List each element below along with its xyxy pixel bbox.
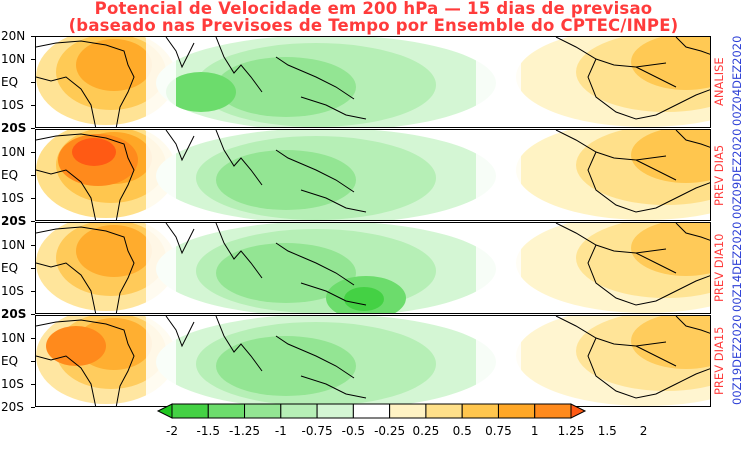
panel-label: PREV DIA15 [712, 326, 726, 396]
lat-label: 10N [1, 331, 26, 345]
panel-date: 00Z14DEZ2020 [730, 221, 744, 312]
colorbar-swatch [316, 403, 354, 419]
colorbar-swatch [389, 403, 427, 419]
colorbar-swatch [461, 403, 499, 419]
lat-tick [31, 338, 35, 339]
colorbar-swatch [534, 403, 572, 419]
map-panel-4 [35, 315, 711, 407]
lat-label: 10S [1, 377, 24, 391]
map-field [36, 130, 710, 220]
map-field [36, 37, 710, 127]
lat-label: EQ [1, 168, 19, 182]
lat-label: 10N [1, 52, 26, 66]
colorbar-tick-label: 0.75 [485, 424, 512, 438]
colorbar-swatch [497, 403, 536, 419]
lat-label: 10S [1, 98, 24, 112]
lat-tick [31, 82, 35, 83]
lat-tick [31, 105, 35, 106]
lat-tick [31, 361, 35, 362]
colorbar-swatch [352, 403, 391, 419]
lat-label: EQ [1, 75, 19, 89]
lat-tick [31, 407, 35, 408]
colorbar-tick-label: 2 [639, 424, 648, 438]
colorbar-swatch [171, 403, 209, 419]
lat-tick [31, 245, 35, 246]
lat-tick [31, 268, 35, 269]
map-panel-2 [35, 129, 711, 221]
colorbar-tick-label: -1 [274, 424, 287, 438]
lat-tick [31, 314, 35, 315]
lat-tick [31, 175, 35, 176]
colorbar-tick-label: 0.25 [412, 424, 440, 438]
lat-label: 20S [1, 400, 24, 414]
panel-date: 00Z19DEZ2020 [730, 314, 744, 405]
map-field [36, 316, 710, 406]
map-title: Potencial de Velocidade em 200 hPa — 15 … [94, 0, 653, 18]
lat-label: 10N [1, 145, 26, 159]
colorbar-max-arrow [570, 403, 587, 419]
lat-label: EQ [1, 261, 19, 275]
lat-tick [31, 36, 35, 37]
colorbar-tick-label: 0.5 [452, 424, 472, 438]
colorbar-tick-label: -0.25 [374, 424, 406, 438]
map-panel-3 [35, 222, 711, 314]
colorbar-tick-label: -2 [166, 424, 178, 438]
map-panel-1 [35, 36, 711, 128]
lat-label: 10S [1, 191, 24, 205]
colorbar-swatch [207, 403, 246, 419]
panel-date: 00Z09DEZ2020 [730, 128, 744, 219]
lat-tick [31, 221, 35, 222]
colorbar-swatch [280, 403, 318, 419]
lat-tick [31, 198, 35, 199]
lat-label: EQ [1, 354, 19, 368]
lat-label: 20S [1, 214, 27, 228]
colorbar-tick-label: 1 [530, 424, 539, 438]
colorbar-tick-label: 1.25 [557, 424, 585, 438]
colorbar-tick-label: -1.5 [196, 424, 220, 438]
colorbar-swatch [425, 403, 463, 419]
map-field [36, 223, 710, 313]
colorbar-tick-label: -0.75 [301, 424, 333, 438]
map-subtitle: (baseado nas Previsoes de Tempo por Ense… [68, 16, 679, 35]
panel-date: 00Z04DEZ2020 [730, 35, 744, 126]
panel-label: PREV DIA5 [712, 144, 726, 206]
lat-tick [31, 59, 35, 60]
panel-label: ANALISE [712, 57, 726, 107]
lat-label: 20S [1, 307, 27, 321]
lat-label: 10N [1, 238, 26, 252]
colorbar-min-arrow [156, 403, 173, 419]
panel-label: PREV DIA10 [712, 233, 726, 303]
lat-label: 10S [1, 284, 24, 298]
colorbar-tick-label: -1.25 [229, 424, 261, 438]
lat-tick [31, 128, 35, 129]
colorbar-swatch [244, 403, 282, 419]
colorbar-tick-label: 1.5 [597, 424, 617, 438]
lat-tick [31, 291, 35, 292]
lat-tick [31, 152, 35, 153]
lat-label: 20S [1, 121, 27, 135]
lat-tick [31, 384, 35, 385]
lat-label: 20N [1, 29, 26, 43]
colorbar-tick-label: -0.5 [341, 424, 366, 438]
